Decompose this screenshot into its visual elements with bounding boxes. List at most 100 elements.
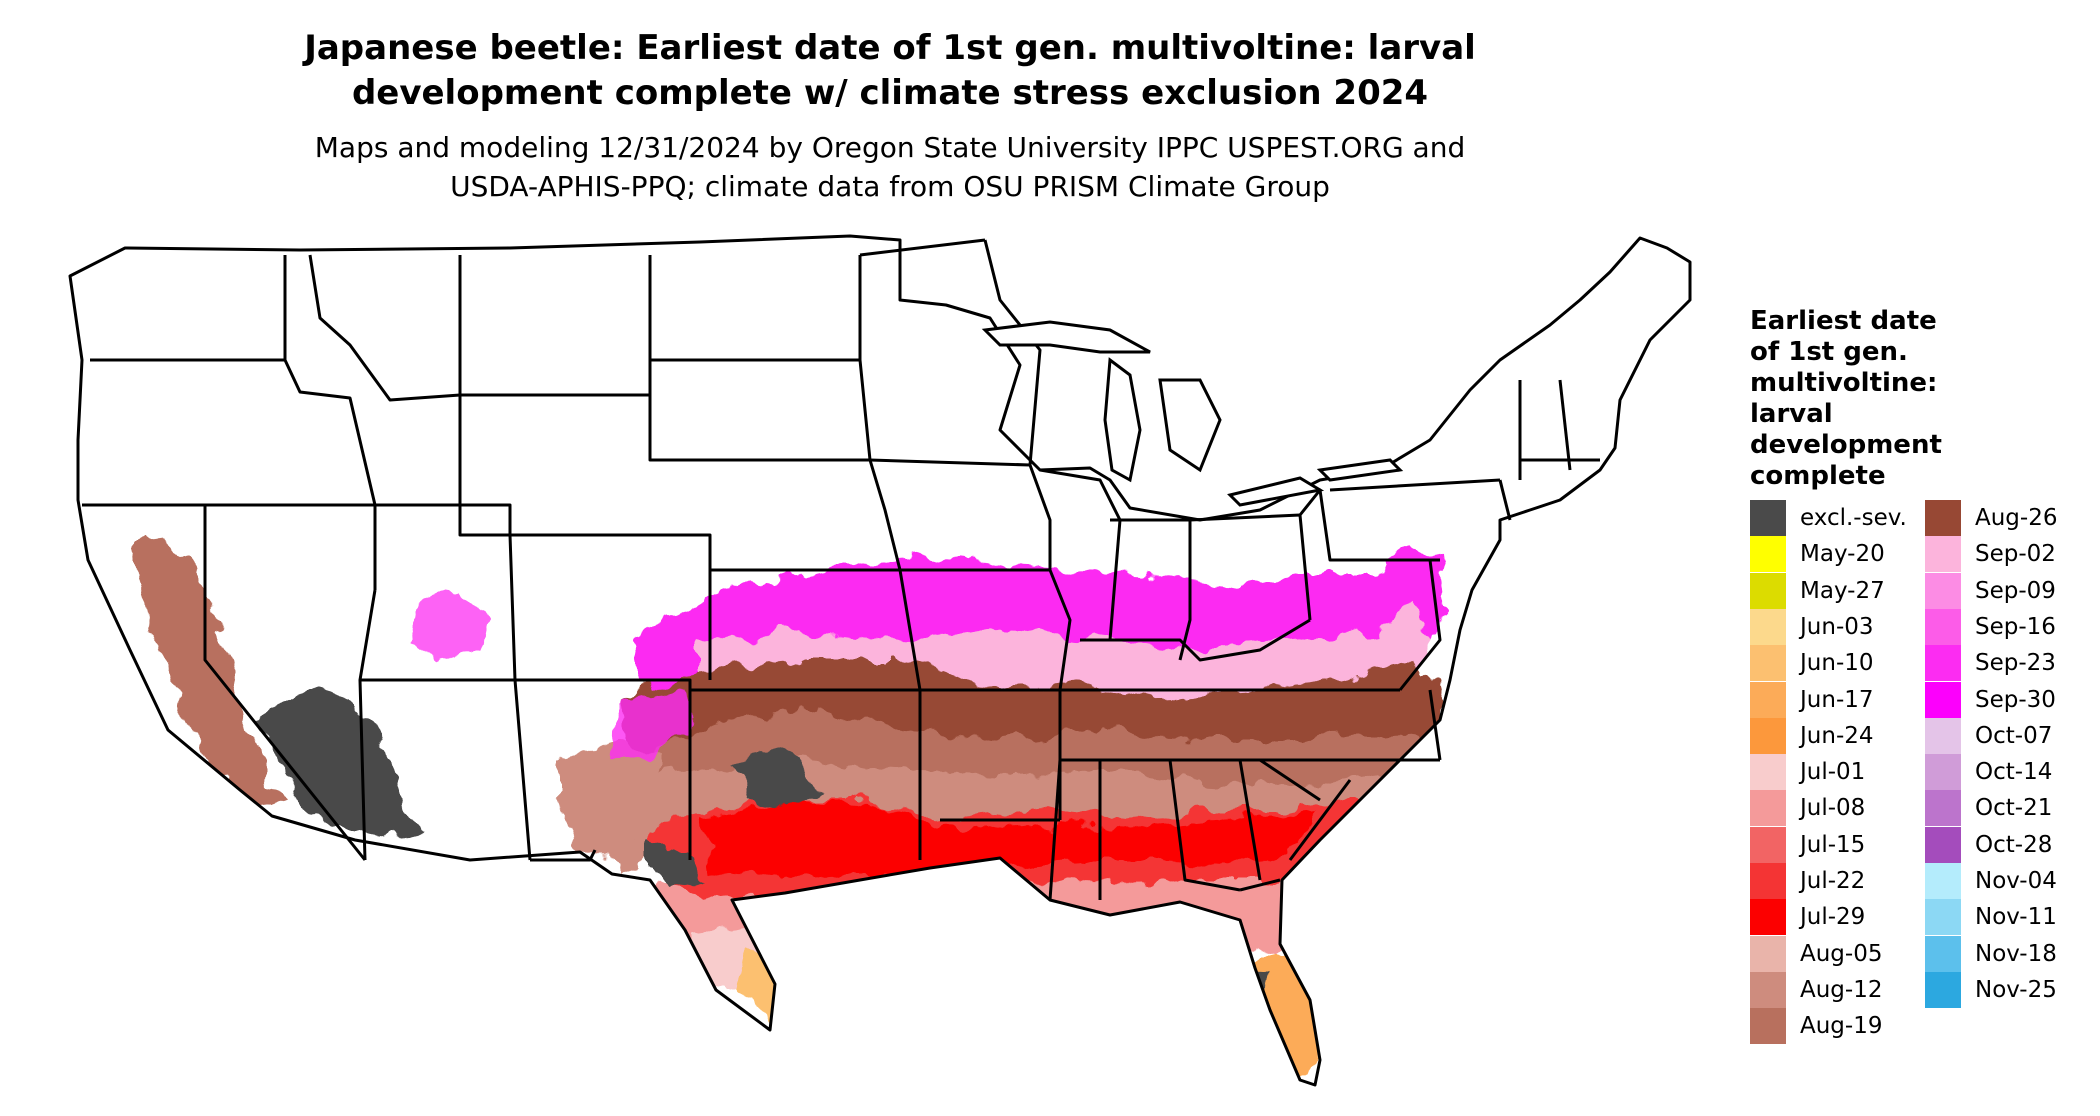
legend-label: Jun-03 — [1800, 613, 1874, 640]
legend-item: Jul-08 — [1750, 790, 1866, 827]
legend-label: Jul-08 — [1800, 795, 1866, 822]
map-legend: excl.-sev. May-20 May-27 Jun-03 Jun-10 Jun-17… — [1750, 500, 2090, 1045]
legend-swatch — [1925, 826, 1961, 863]
legend-item: Jun-17 — [1750, 681, 1874, 718]
legend-label: Oct-14 — [1975, 759, 2053, 786]
legend-swatch — [1750, 500, 1786, 536]
legend-item: Jul-15 — [1750, 826, 1866, 863]
legend-swatch — [1925, 572, 1961, 609]
map-title-line-2: development complete w/ climate stress e… — [351, 73, 1429, 113]
legend-swatch — [1750, 1008, 1786, 1045]
zone-west-brown — [130, 530, 290, 810]
legend-swatch — [1750, 971, 1786, 1008]
legend-swatch — [1925, 899, 1961, 936]
zone-nm-magenta — [610, 690, 700, 760]
legend-item: May-27 — [1750, 572, 1885, 609]
legend-item: Nov-25 — [1925, 971, 2057, 1008]
legend-swatch — [1750, 608, 1786, 645]
legend-item: Aug-05 — [1750, 935, 1883, 972]
legend-label: Sep-02 — [1975, 541, 2056, 568]
legend-swatch — [1925, 536, 1961, 573]
legend-item: Aug-12 — [1750, 971, 1883, 1008]
zone-jun-17 — [1250, 960, 1320, 1080]
legend-swatch — [1750, 790, 1786, 827]
legend-swatch — [1925, 790, 1961, 827]
legend-label: Oct-21 — [1975, 795, 2053, 822]
legend-label: Jul-15 — [1800, 831, 1866, 858]
legend-swatch — [1925, 935, 1961, 972]
legend-swatch — [1750, 536, 1786, 573]
legend-label: Nov-04 — [1975, 868, 2057, 894]
legend-swatch — [1925, 754, 1961, 791]
legend-label: excl.-sev. — [1800, 505, 1907, 531]
legend-item: excl.-sev. — [1750, 500, 1907, 536]
legend-label: Sep-23 — [1975, 650, 2056, 677]
legend-item: Jun-03 — [1750, 608, 1874, 645]
legend-item: Nov-04 — [1925, 863, 2057, 899]
legend-item: Jul-29 — [1750, 899, 1865, 936]
legend-label: Aug-19 — [1800, 1013, 1883, 1040]
legend-label: Oct-07 — [1975, 722, 2053, 749]
legend-label: Jun-17 — [1800, 686, 1874, 713]
legend-label: Sep-16 — [1975, 613, 2056, 640]
map-title-line-1: Japanese beetle: Earliest date of 1st ge… — [304, 28, 1476, 68]
legend-label: Nov-11 — [1975, 904, 2057, 931]
legend-item: Oct-21 — [1925, 790, 2053, 827]
zone-jul-08 — [640, 870, 1320, 960]
legend-label: Nov-18 — [1975, 940, 2057, 967]
legend-item: Aug-19 — [1750, 1008, 1883, 1045]
legend-swatch — [1750, 754, 1786, 791]
legend-swatch — [1925, 681, 1961, 718]
legend-item: Sep-09 — [1925, 572, 2056, 609]
legend-item: Nov-18 — [1925, 935, 2057, 972]
zone-excl-texas-south — [650, 840, 700, 890]
legend-swatch — [1925, 971, 1961, 1008]
legend-swatch — [1750, 863, 1786, 899]
legend-swatch — [1925, 500, 1961, 536]
legend-label: Sep-09 — [1975, 577, 2056, 604]
legend-swatch — [1750, 717, 1786, 754]
legend-swatch — [1925, 863, 1961, 899]
legend-label: Aug-05 — [1800, 940, 1883, 967]
legend-label: Oct-28 — [1975, 831, 2053, 858]
legend-label: Jun-10 — [1800, 650, 1874, 677]
legend-label: Aug-12 — [1800, 976, 1883, 1003]
legend-label: Nov-25 — [1975, 976, 2057, 1003]
legend-label: Jul-01 — [1800, 759, 1866, 786]
legend-item: Sep-30 — [1925, 681, 2056, 718]
legend-swatch — [1750, 645, 1786, 682]
legend-swatch — [1925, 645, 1961, 682]
legend-title-line: larval — [1750, 399, 1833, 429]
legend-title-line: of 1st gen. — [1750, 337, 1908, 367]
legend-item: Sep-23 — [1925, 645, 2056, 682]
map-subtitle-line-1: Maps and modeling 12/31/2024 by Oregon S… — [314, 131, 1466, 164]
zone-jul-29 — [700, 800, 1320, 880]
legend-swatch — [1925, 608, 1961, 645]
zone-excl-texas — [730, 750, 820, 810]
state-boundaries — [68, 234, 1692, 1087]
legend-item: Jul-22 — [1750, 863, 1865, 899]
legend-label: Jul-22 — [1800, 868, 1866, 894]
map-title: Japanese beetle: Earliest date of 1st ge… — [200, 26, 1580, 116]
map-subtitle: Maps and modeling 12/31/2024 by Oregon S… — [200, 128, 1580, 206]
legend-item: Aug-26 — [1925, 500, 2057, 536]
legend-item: Oct-28 — [1925, 826, 2053, 863]
legend-title-line: Earliest date — [1750, 306, 1937, 336]
legend-item: Jun-10 — [1750, 645, 1874, 682]
legend-swatch — [1750, 935, 1786, 972]
legend-swatch — [1750, 572, 1786, 609]
legend-swatch — [1925, 717, 1961, 754]
legend-swatch — [1750, 899, 1786, 936]
legend-item: Oct-07 — [1925, 717, 2053, 754]
legend-item: Nov-11 — [1925, 899, 2057, 936]
map-subtitle-line-2: USDA-APHIS-PPQ; climate data from OSU PR… — [450, 170, 1330, 203]
zone-excl-southwest — [260, 690, 420, 840]
legend-item: Sep-02 — [1925, 536, 2056, 573]
legend-item: Jul-01 — [1750, 754, 1866, 791]
legend-label: May-27 — [1800, 577, 1885, 604]
legend-title-line: multivoltine: — [1750, 368, 1938, 398]
legend-label: Aug-26 — [1975, 505, 2058, 531]
legend-item: Oct-14 — [1925, 754, 2053, 791]
zone-west-magenta — [410, 590, 490, 660]
legend-item: May-20 — [1750, 536, 1885, 573]
